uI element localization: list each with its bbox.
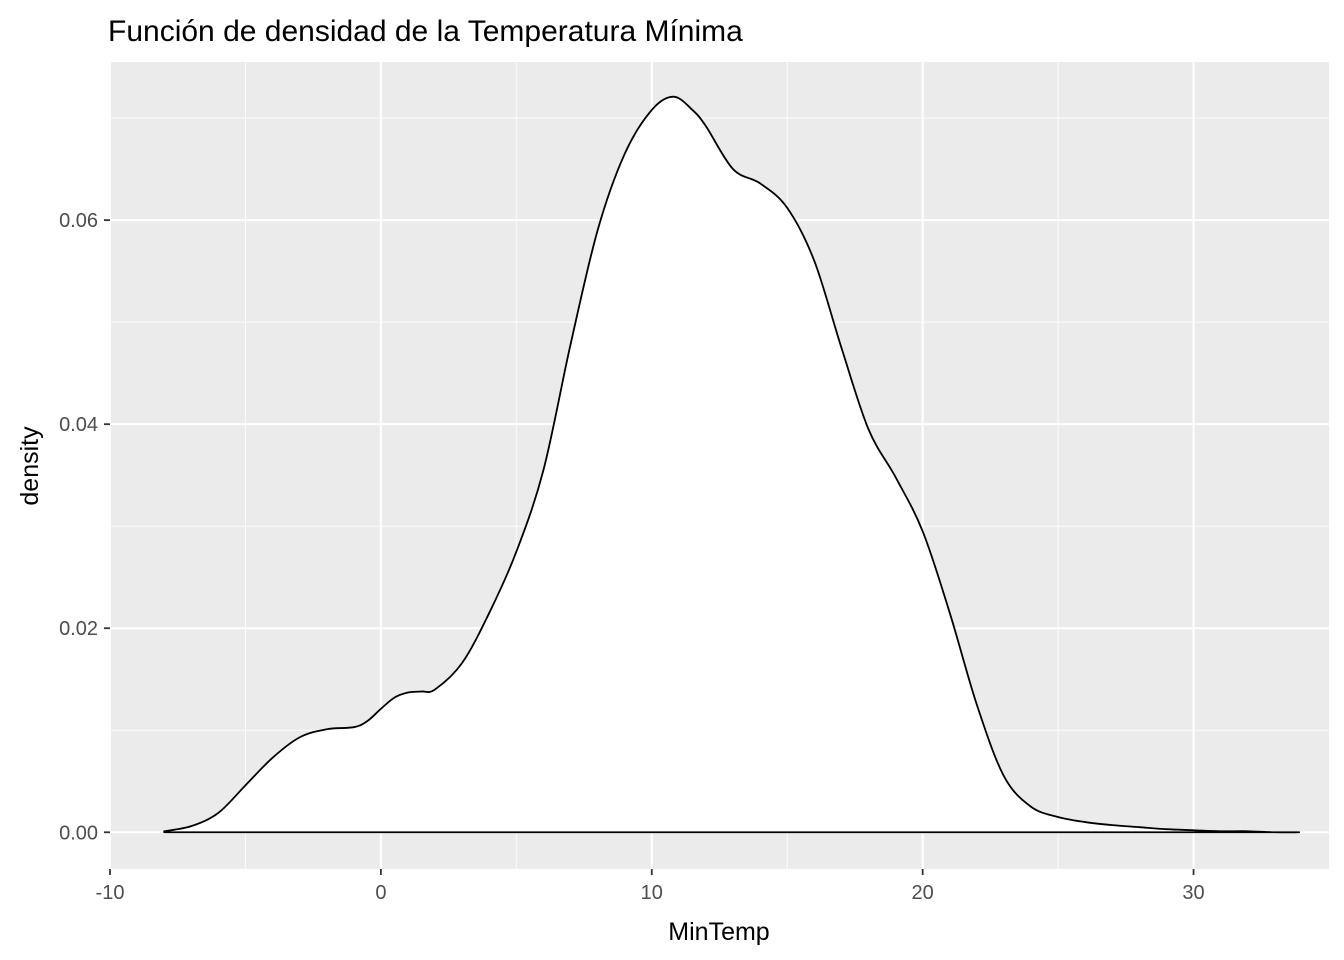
y-axis-title: density [16, 426, 44, 506]
y-axis: 0.00 0.02 0.04 0.06 [59, 210, 110, 844]
x-axis-title: MinTemp [668, 918, 769, 946]
y-tick-label: 0.02 [59, 618, 98, 640]
y-tick-label: 0.06 [59, 210, 98, 232]
x-tick-label: 30 [1182, 882, 1204, 904]
chart-title: Función de densidad de la Temperatura Mí… [108, 15, 743, 48]
x-tick-label: 10 [641, 882, 663, 904]
density-area-layer [163, 95, 1301, 834]
x-axis: -10 0 10 20 30 [96, 869, 1205, 904]
density-curve [163, 95, 1301, 834]
x-tick-label: 0 [375, 882, 386, 904]
x-tick-label: -10 [96, 882, 125, 904]
y-tick-label: 0.00 [59, 822, 98, 844]
y-tick-label: 0.04 [59, 414, 98, 436]
density-area-fill [164, 96, 1300, 833]
x-tick-label: 20 [912, 882, 934, 904]
